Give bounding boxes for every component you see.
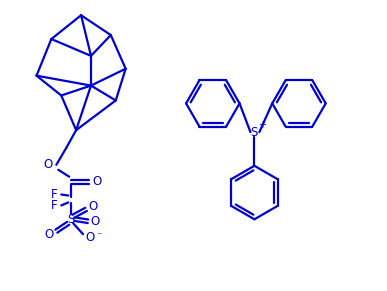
- Text: F: F: [51, 188, 57, 201]
- Text: O: O: [44, 158, 53, 171]
- Text: ⁻: ⁻: [96, 231, 101, 241]
- Text: O: O: [88, 200, 98, 213]
- Text: O: O: [86, 230, 95, 244]
- Text: O: O: [92, 175, 101, 188]
- Text: +: +: [259, 120, 266, 130]
- Text: F: F: [51, 199, 57, 212]
- Text: S: S: [251, 126, 258, 139]
- Text: O: O: [45, 228, 54, 241]
- Text: O: O: [90, 215, 99, 228]
- Text: S: S: [67, 213, 75, 226]
